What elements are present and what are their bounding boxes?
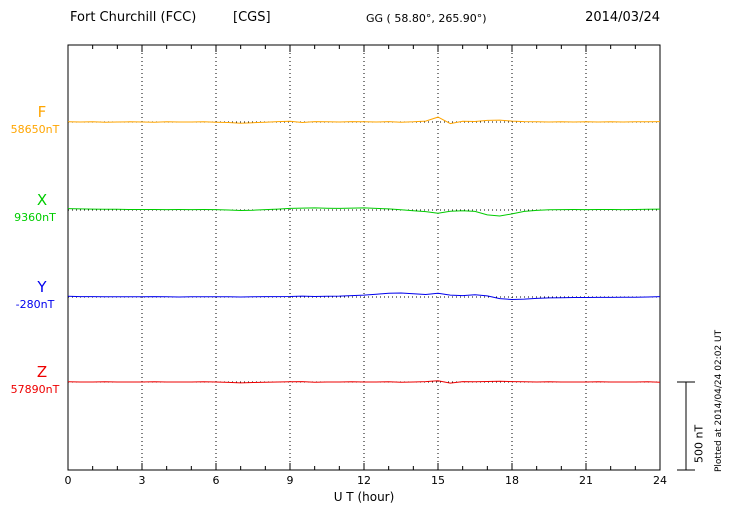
- series-baseline-y: -280nT: [15, 298, 55, 311]
- series-label-y: Y: [37, 278, 47, 296]
- plotted-at-note: Plotted at 2014/04/24 02:02 UT: [714, 329, 724, 472]
- series-label-x: X: [36, 191, 48, 209]
- geographic-coords: GG ( 58.80°, 265.90°): [366, 12, 487, 25]
- scale-bar-label: 500 nT: [692, 424, 706, 463]
- x-tick-label: 18: [505, 474, 519, 487]
- series-baseline-x: 9360nT: [14, 211, 56, 224]
- x-axis-title: U T (hour): [333, 490, 395, 504]
- series-baseline-z: 57890nT: [10, 383, 60, 396]
- x-tick-label: 9: [286, 474, 294, 487]
- x-tick-label: 15: [431, 474, 445, 487]
- series-label-z: Z: [36, 363, 48, 381]
- x-tick-label: 6: [212, 474, 220, 487]
- series-baseline-f: 58650nT: [10, 123, 60, 136]
- x-tick-label: 3: [138, 474, 146, 487]
- coordinate-system-label: [CGS]: [233, 10, 271, 25]
- series-label-f: F: [37, 103, 47, 121]
- x-tick-label: 0: [64, 474, 72, 487]
- x-tick-label: 12: [357, 474, 371, 487]
- date-label: 2014/03/24: [585, 10, 660, 25]
- station-title: Fort Churchill (FCC): [70, 10, 197, 25]
- x-tick-label: 24: [653, 474, 667, 487]
- x-tick-label: 21: [579, 474, 593, 487]
